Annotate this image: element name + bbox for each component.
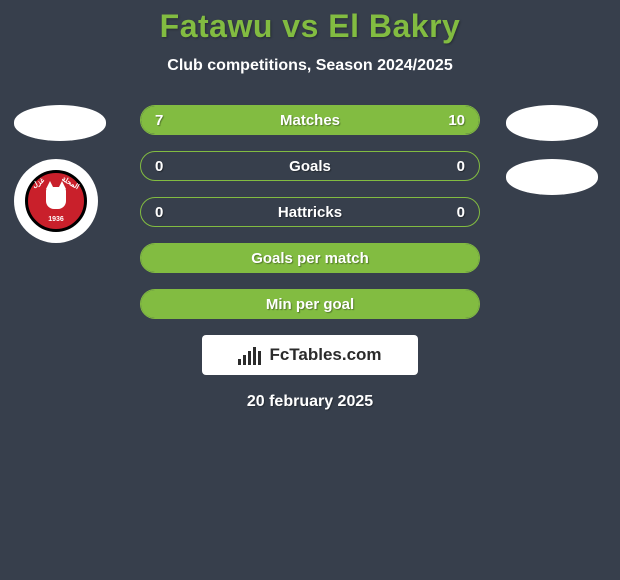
stat-row: 0Goals0 — [140, 151, 480, 181]
right-player-column — [506, 105, 606, 213]
stat-value-right: 0 — [457, 204, 465, 221]
player2-club-logo — [506, 159, 598, 195]
brand-bar — [258, 351, 261, 365]
player2-badge — [506, 105, 598, 141]
stat-row: Min per goal — [140, 289, 480, 319]
left-player-column: غزل المحلة 1936 — [14, 105, 114, 243]
bar-chart-icon — [238, 345, 263, 365]
player1-badge — [14, 105, 106, 141]
stat-value-right: 0 — [457, 158, 465, 175]
stats-table: 7Matches100Goals00Hattricks0Goals per ma… — [140, 105, 480, 319]
comparison-widget: Fatawu vs El Bakry Club competitions, Se… — [0, 0, 620, 411]
content-area: غزل المحلة 1936 7Matches100Goals00Hattri… — [0, 105, 620, 411]
wolf-icon — [46, 187, 66, 209]
brand-bar — [248, 351, 251, 365]
brand-text: FcTables.com — [269, 345, 381, 365]
stat-row: Goals per match — [140, 243, 480, 273]
club-logo-year: 1936 — [48, 216, 64, 223]
stat-row: 7Matches10 — [140, 105, 480, 135]
brand-bar — [243, 355, 246, 365]
brand-box[interactable]: FcTables.com — [202, 335, 418, 375]
stat-label: Min per goal — [141, 296, 479, 313]
brand-bar — [238, 359, 241, 365]
subtitle: Club competitions, Season 2024/2025 — [0, 57, 620, 75]
brand-bar — [253, 347, 256, 365]
stat-label: Goals per match — [141, 250, 479, 267]
stat-label: Matches — [141, 112, 479, 129]
club-logo-text-left: غزل — [31, 176, 46, 189]
stat-value-right: 10 — [448, 112, 465, 129]
stat-label: Goals — [141, 158, 479, 175]
date-label: 20 february 2025 — [0, 393, 620, 411]
stat-label: Hattricks — [141, 204, 479, 221]
stat-row: 0Hattricks0 — [140, 197, 480, 227]
page-title: Fatawu vs El Bakry — [0, 8, 620, 45]
club-logo-inner: غزل المحلة 1936 — [25, 170, 87, 232]
player1-club-logo: غزل المحلة 1936 — [14, 159, 98, 243]
